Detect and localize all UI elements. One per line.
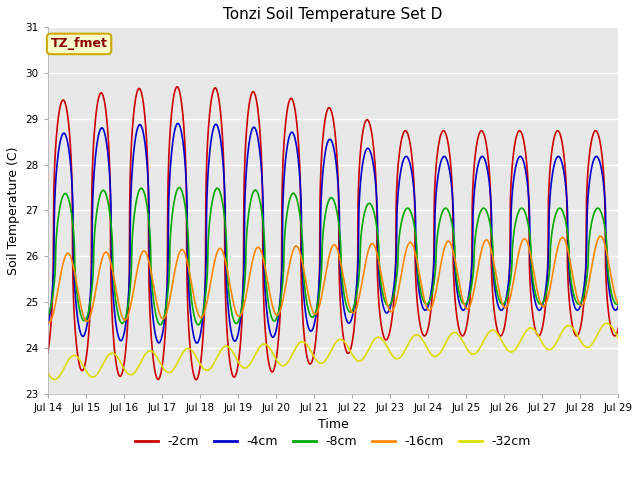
-4cm [174, 120, 182, 126]
-4cm [193, 340, 201, 346]
-4cm [309, 326, 317, 332]
-16cm [45, 320, 52, 325]
Title: Tonzi Soil Temperature Set D: Tonzi Soil Temperature Set D [223, 7, 443, 22]
-2cm [173, 84, 181, 90]
-4cm [44, 322, 52, 328]
-8cm [614, 300, 622, 306]
-32cm [603, 321, 611, 326]
-16cm [298, 258, 306, 264]
Text: TZ_fmet: TZ_fmet [51, 37, 108, 50]
-2cm [111, 353, 119, 359]
-16cm [596, 233, 604, 239]
-4cm [111, 315, 119, 321]
-8cm [111, 293, 119, 299]
-8cm [88, 286, 96, 291]
-8cm [369, 207, 377, 213]
-8cm [309, 314, 317, 320]
-16cm [287, 258, 294, 264]
-2cm [299, 310, 307, 315]
-2cm [369, 142, 377, 148]
X-axis label: Time: Time [318, 418, 349, 431]
-32cm [298, 339, 306, 345]
-8cm [195, 322, 202, 328]
Line: -32cm: -32cm [48, 324, 618, 380]
-32cm [112, 352, 120, 358]
-8cm [44, 313, 52, 319]
Legend: -2cm, -4cm, -8cm, -16cm, -32cm: -2cm, -4cm, -8cm, -16cm, -32cm [130, 430, 536, 453]
-8cm [175, 185, 183, 191]
-2cm [287, 96, 294, 101]
-4cm [88, 258, 96, 264]
-32cm [287, 355, 294, 361]
-2cm [193, 377, 200, 383]
-8cm [299, 239, 307, 245]
-32cm [308, 351, 316, 357]
-2cm [44, 349, 52, 355]
-16cm [44, 319, 52, 325]
-4cm [287, 130, 294, 136]
-4cm [614, 303, 622, 309]
-16cm [614, 301, 622, 307]
Y-axis label: Soil Temperature (C): Soil Temperature (C) [7, 146, 20, 275]
Line: -8cm: -8cm [48, 188, 618, 325]
-32cm [614, 336, 622, 341]
Line: -2cm: -2cm [48, 87, 618, 380]
-8cm [287, 193, 294, 199]
-2cm [309, 356, 317, 362]
-32cm [44, 370, 52, 376]
-32cm [369, 339, 377, 345]
-2cm [614, 324, 622, 330]
-2cm [88, 183, 96, 189]
-16cm [369, 241, 377, 247]
-32cm [51, 377, 58, 383]
-16cm [88, 305, 96, 311]
-4cm [299, 274, 307, 279]
Line: -4cm: -4cm [48, 123, 618, 343]
-16cm [308, 308, 316, 313]
-32cm [88, 374, 96, 380]
Line: -16cm: -16cm [48, 236, 618, 323]
-4cm [369, 162, 377, 168]
-16cm [112, 284, 120, 290]
